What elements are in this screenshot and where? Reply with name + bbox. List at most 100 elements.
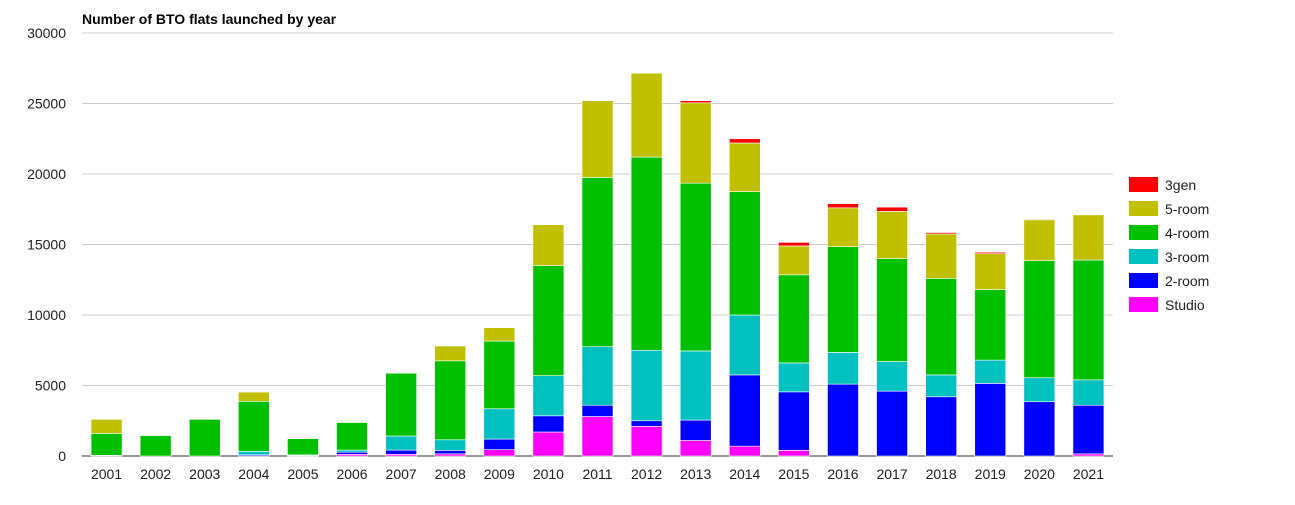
bar-segment-studio-2008: [434, 453, 467, 457]
bar-segment-3gen-2014: [728, 138, 761, 144]
bar-segment-2-room-2018: [925, 396, 957, 457]
bar-segment-3-room-2006: [336, 449, 368, 453]
bar-segment-3-room-2014: [728, 314, 761, 376]
x-tick-label: 2002: [140, 466, 171, 482]
bar-segment-studio-2009: [483, 449, 516, 457]
bar-segment-studio-2011: [581, 416, 614, 457]
bar-segment-5-room-2017: [876, 211, 908, 259]
bar-segment-studio-2021: [1072, 453, 1105, 457]
bar-segment-3-room-2016: [827, 352, 859, 385]
bar-segment-5-room-2021: [1072, 214, 1105, 261]
bar-segment-4-room-2021: [1072, 259, 1105, 381]
bar-segment-4-room-2003: [188, 419, 221, 457]
bar-segment-3gen-2017: [876, 206, 908, 212]
bar-segment-3-room-2018: [925, 374, 957, 398]
bar-segment-2-room-2016: [827, 383, 859, 457]
bar-segment-4-room-2018: [925, 278, 957, 376]
bar-segment-3gen-2018: [925, 232, 957, 235]
bar-segment-5-room-2009: [483, 327, 516, 342]
legend-swatch-5-room: [1129, 201, 1158, 216]
bar-segment-4-room-2007: [385, 372, 417, 437]
y-tick-label: 15000: [27, 237, 66, 253]
x-tick-label: 2015: [778, 466, 809, 482]
y-tick-label: 10000: [27, 307, 66, 323]
bar-segment-5-room-2012: [630, 72, 663, 158]
bar-segment-2-room-2011: [581, 404, 614, 417]
legend-swatch-studio: [1129, 297, 1158, 312]
bar-segment-4-room-2001: [90, 433, 123, 456]
bar-segment-3gen-2020: [1023, 218, 1056, 221]
x-tick-label: 2011: [582, 466, 612, 482]
x-tick-label: 2016: [827, 466, 858, 482]
bar-segment-4-room-2013: [679, 182, 712, 352]
bar-segment-5-room-2016: [827, 207, 859, 247]
bar-segment-2-room-2017: [876, 390, 908, 457]
legend-label: 3gen: [1165, 177, 1196, 193]
y-tick-label: 30000: [27, 25, 66, 41]
bar-segment-3gen-2013: [679, 100, 712, 104]
x-tick-label: 2017: [876, 466, 907, 482]
bar-segment-4-room-2014: [728, 191, 761, 316]
x-tick-label: 2008: [435, 466, 466, 482]
bar-segment-5-room-2019: [974, 253, 1007, 290]
bar-segment-4-room-2015: [778, 274, 810, 364]
bar-segment-3-room-2019: [974, 359, 1007, 384]
bar-segment-3-room-2021: [1072, 379, 1105, 406]
bar-segment-4-room-2016: [827, 246, 859, 353]
bar-segment-4-room-2009: [483, 340, 516, 410]
bar-segment-2-room-2019: [974, 383, 1007, 457]
legend-label: 3-room: [1165, 249, 1209, 265]
bar-segment-4-room-2010: [532, 265, 565, 376]
bar-segment-5-room-2010: [532, 224, 565, 266]
bar-segment-3-room-2009: [483, 408, 516, 440]
x-tick-label: 2013: [680, 466, 711, 482]
y-tick-label: 20000: [27, 166, 66, 182]
y-tick-label: 5000: [35, 378, 66, 394]
bar-segment-5-room-2001: [90, 419, 123, 434]
legend-label: Studio: [1165, 297, 1205, 313]
bar-segment-3gen-2015: [778, 242, 810, 247]
bar-segment-4-room-2004: [238, 400, 270, 452]
legend-label: 2-room: [1165, 273, 1209, 289]
x-tick-label: 2004: [238, 466, 269, 482]
bar-segment-4-room-2011: [581, 177, 614, 348]
bar-segment-5-room-2015: [778, 245, 810, 276]
x-tick-label: 2014: [729, 466, 760, 482]
legend: 3gen 5-room 4-room 3-room 2-room Studio: [1129, 177, 1209, 313]
x-tick-label: 2001: [91, 466, 122, 482]
bar-segment-3-room-2008: [434, 439, 467, 451]
bar-segment-4-room-2017: [876, 258, 908, 362]
bar-segment-5-room-2020: [1023, 219, 1056, 262]
x-tick-label: 2007: [386, 466, 417, 482]
bar-segment-2-room-2008: [434, 450, 467, 455]
x-tick-label: 2009: [484, 466, 515, 482]
x-tick-label: 2006: [336, 466, 367, 482]
bar-segment-5-room-2014: [728, 142, 761, 192]
bar-segment-5-room-2011: [581, 100, 614, 178]
bar-segment-4-room-2006: [336, 422, 368, 451]
bar-segment-3-room-2012: [630, 349, 663, 422]
bar-segment-3gen-2016: [827, 203, 859, 209]
bar-segment-4-room-2012: [630, 156, 663, 351]
legend-label: 5-room: [1165, 201, 1209, 217]
bar-segment-4-room-2002: [139, 435, 172, 457]
bar-segment-studio-2013: [679, 440, 712, 457]
bar-segment-2-room-2009: [483, 438, 516, 450]
x-tick-label: 2012: [631, 466, 662, 482]
bar-segment-3-room-2010: [532, 375, 565, 417]
chart-title: Number of BTO flats launched by year: [82, 11, 337, 27]
x-axis: 2001 2002 2003 2004 2005 2006 2007 2008 2009 2010…: [91, 466, 1104, 482]
bar-segment-4-room-2020: [1023, 260, 1056, 379]
bar-segment-3-room-2004: [238, 451, 270, 456]
x-tick-label: 2010: [533, 466, 564, 482]
bar-segment-studio-2014: [728, 445, 761, 457]
x-tick-label: 2019: [975, 466, 1006, 482]
bar-segment-3-room-2013: [679, 350, 712, 421]
x-tick-label: 2021: [1073, 466, 1104, 482]
bar-segment-2-room-2014: [728, 374, 761, 447]
bar-segment-studio-2012: [630, 426, 663, 457]
bar-segment-2-room-2012: [630, 420, 663, 427]
bar-segment-3-room-2011: [581, 346, 614, 406]
bar-segment-5-room-2018: [925, 233, 957, 279]
